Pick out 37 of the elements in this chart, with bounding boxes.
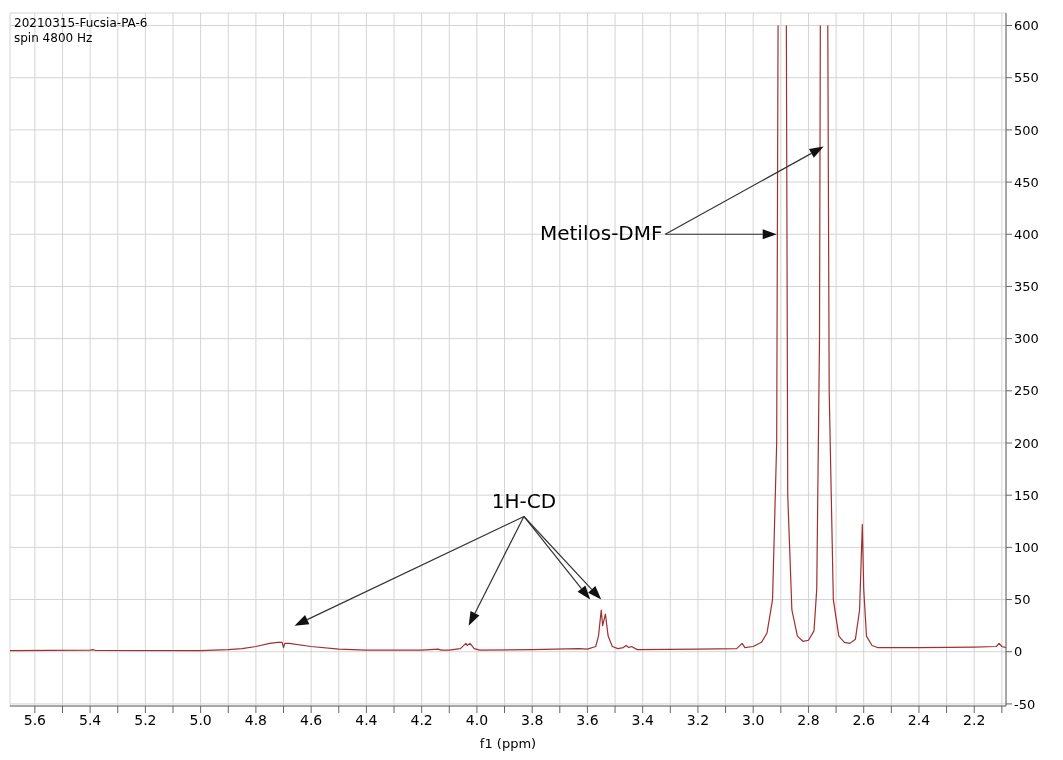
y-tick-label: 250: [1014, 383, 1039, 399]
y-tick-label: 550: [1014, 70, 1039, 86]
x-tick-label: 2.2: [963, 711, 986, 728]
y-tick-label: 200: [1014, 435, 1039, 451]
x-tick-label: 5.4: [78, 711, 102, 728]
x-tick-label: 4.4: [355, 711, 378, 728]
x-tick-label: 2.4: [907, 711, 931, 728]
x-axis-title: f1 (ppm): [479, 736, 537, 751]
y-tick-label: 300: [1014, 331, 1039, 347]
x-tick-label: 5.2: [134, 711, 157, 728]
x-tick-label: 2.8: [797, 711, 820, 728]
x-tick-label: 3.0: [742, 711, 765, 728]
x-tick-label: 3.4: [631, 711, 654, 728]
x-tick-label: 3.6: [576, 711, 599, 728]
annotation: 1H-CD: [491, 488, 557, 513]
y-tick-label: -50: [1014, 696, 1036, 712]
x-tick-label: 4.2: [410, 711, 433, 728]
y-tick-label: 350: [1014, 279, 1039, 295]
annotation: Metilos-DMF: [539, 220, 663, 245]
x-tick-label: 4.8: [244, 711, 268, 728]
y-tick-label: 50: [1014, 592, 1031, 608]
y-tick-label: 150: [1014, 487, 1039, 503]
x-tick-label: 5.0: [189, 711, 212, 728]
x-tick-label: 4.6: [300, 711, 323, 728]
x-tick-label: 3.8: [521, 711, 544, 728]
text: spin 4800 Hz: [14, 31, 93, 45]
y-tick-label: 600: [1014, 18, 1039, 34]
x-tick-label: 3.2: [686, 711, 710, 728]
y-tick-label: 450: [1014, 174, 1039, 190]
y-tick-label: 500: [1014, 122, 1039, 138]
y-tick-label: 400: [1014, 226, 1039, 242]
x-tick-label: 2.6: [852, 711, 875, 728]
chart-title: 20210315-Fucsia-PA-6: [14, 16, 148, 30]
y-tick-label: 100: [1014, 539, 1039, 555]
y-tick-label: 0: [1014, 644, 1023, 660]
x-tick-label: 5.6: [23, 711, 47, 728]
x-tick-label: 4.0: [465, 711, 489, 728]
